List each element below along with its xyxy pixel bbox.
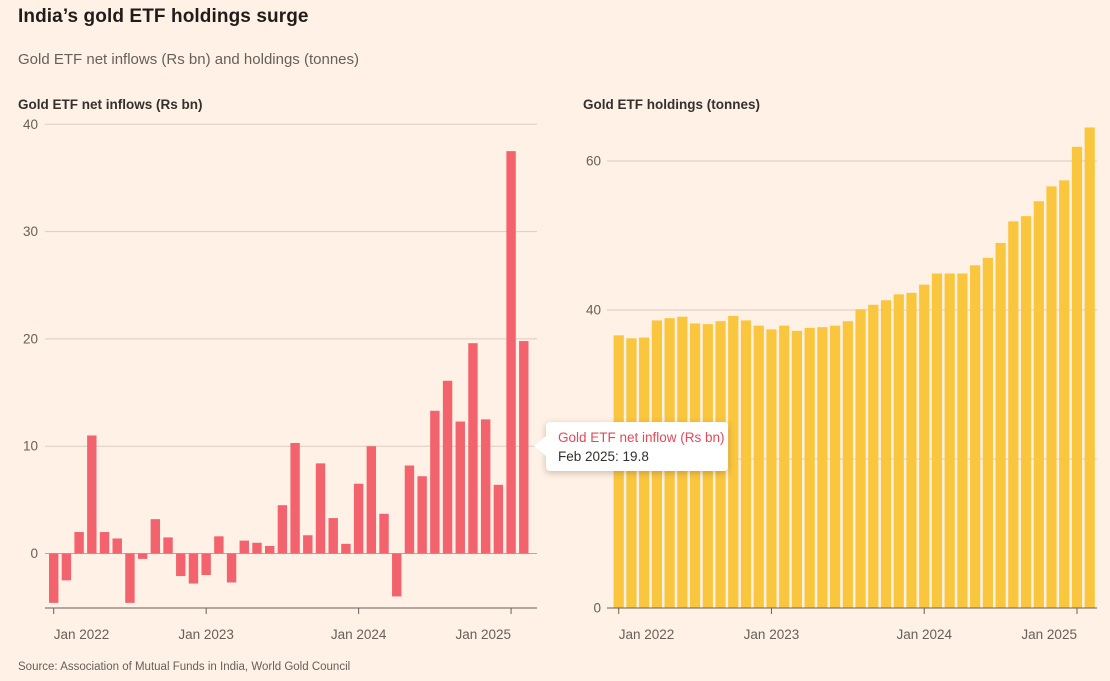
bar-aug-2024[interactable] [442, 380, 453, 554]
bar-sep-2024[interactable] [455, 421, 465, 554]
bar-may-2022[interactable] [99, 532, 110, 554]
bar-dec-2023[interactable] [906, 292, 917, 608]
bar-oct-2022[interactable] [728, 315, 739, 608]
bar-dec-2022[interactable] [753, 325, 764, 608]
bar-may-2023[interactable] [817, 327, 828, 608]
tooltip-value: Feb 2025: 19.8 [558, 449, 649, 464]
y-tick-label: 60 [586, 154, 601, 169]
x-tick-label: Jan 2024 [896, 627, 952, 642]
bar-oct-2024[interactable] [468, 343, 478, 554]
bar-nov-2023[interactable] [328, 518, 338, 554]
bar-mar-2023[interactable] [226, 553, 237, 583]
y-tick-label: 0 [30, 546, 38, 561]
bar-jun-2022[interactable] [112, 538, 122, 554]
bar-may-2023[interactable] [252, 542, 262, 554]
bar-jan-2023[interactable] [766, 329, 777, 608]
bar-apr-2023[interactable] [804, 327, 815, 608]
bar-jul-2024[interactable] [430, 410, 440, 554]
hover-tooltip: Gold ETF net inflow (Rs bn) Feb 2025: 19… [534, 422, 728, 471]
bar-mar-2022[interactable] [74, 532, 84, 554]
bar-jan-2024[interactable] [919, 284, 930, 608]
y-tick-label: 10 [23, 439, 38, 454]
bar-feb-2022[interactable] [626, 338, 637, 608]
y-tick-label: 30 [23, 224, 38, 239]
bar-mar-2022[interactable] [639, 337, 650, 608]
x-tick-label: Jan 2022 [54, 627, 110, 642]
inflows-axis-title: Gold ETF net inflows (Rs bn) [18, 97, 203, 112]
bar-feb-2025[interactable] [519, 341, 529, 554]
bar-oct-2023[interactable] [880, 300, 892, 608]
chart-title: India’s gold ETF holdings surge [18, 6, 309, 27]
bar-jul-2024[interactable] [995, 242, 1006, 608]
bar-feb-2024[interactable] [931, 273, 943, 609]
bar-jul-2023[interactable] [277, 505, 288, 554]
bar-feb-2023[interactable] [779, 325, 790, 608]
bar-aug-2022[interactable] [137, 553, 148, 559]
y-tick-label: 20 [23, 331, 38, 346]
x-tick-label: Jan 2025 [1021, 627, 1077, 642]
bar-feb-2025[interactable] [1084, 127, 1095, 608]
bar-jun-2024[interactable] [417, 476, 427, 554]
x-tick-label: Jan 2022 [619, 627, 675, 642]
bar-oct-2022[interactable] [163, 537, 173, 554]
x-tick-label: Jan 2025 [456, 627, 512, 642]
bar-sep-2023[interactable] [303, 535, 313, 554]
bar-sep-2023[interactable] [868, 304, 879, 608]
bar-aug-2023[interactable] [855, 309, 866, 608]
bar-mar-2024[interactable] [944, 273, 955, 609]
y-tick-label: 0 [593, 601, 601, 616]
bar-feb-2024[interactable] [366, 446, 377, 554]
bar-sep-2022[interactable] [150, 519, 161, 554]
bar-nov-2024[interactable] [1046, 186, 1057, 608]
bar-nov-2024[interactable] [480, 419, 491, 554]
holdings-axis-title: Gold ETF holdings (tonnes) [583, 97, 760, 112]
bar-apr-2022[interactable] [87, 435, 97, 554]
x-tick-label: Jan 2023 [178, 627, 234, 642]
bar-nov-2023[interactable] [893, 294, 904, 608]
bar-may-2024[interactable] [970, 265, 981, 608]
bar-dec-2023[interactable] [341, 543, 351, 554]
bar-oct-2023[interactable] [315, 463, 326, 554]
bar-jun-2023[interactable] [830, 325, 841, 608]
chart-subtitle: Gold ETF net inflows (Rs bn) and holding… [18, 51, 359, 68]
bar-jan-2023[interactable] [201, 553, 211, 575]
bar-jul-2022[interactable] [125, 553, 135, 603]
bar-nov-2022[interactable] [740, 320, 752, 608]
y-tick-label: 40 [586, 303, 601, 318]
bar-dec-2024[interactable] [493, 484, 504, 554]
bar-dec-2022[interactable] [188, 553, 199, 584]
bar-jun-2024[interactable] [982, 257, 993, 608]
bar-apr-2024[interactable] [957, 273, 968, 609]
bar-jul-2023[interactable] [842, 321, 853, 608]
bar-jan-2025[interactable] [506, 151, 516, 554]
bar-jan-2025[interactable] [1071, 146, 1083, 608]
bar-jun-2023[interactable] [264, 545, 275, 554]
bar-feb-2022[interactable] [61, 553, 72, 581]
bar-apr-2023[interactable] [239, 540, 249, 554]
bar-may-2024[interactable] [404, 465, 415, 554]
bar-mar-2023[interactable] [791, 330, 803, 608]
bar-feb-2023[interactable] [214, 536, 224, 554]
bar-jan-2024[interactable] [353, 483, 364, 554]
source-note: Source: Association of Mutual Funds in I… [18, 661, 351, 673]
bar-aug-2024[interactable] [1008, 221, 1019, 608]
bar-oct-2024[interactable] [1033, 201, 1044, 609]
y-tick-label: 40 [23, 117, 38, 132]
bar-nov-2022[interactable] [176, 553, 186, 577]
x-tick-label: Jan 2024 [331, 627, 387, 642]
tooltip-series-label: Gold ETF net inflow (Rs bn) [558, 430, 725, 445]
bar-aug-2023[interactable] [290, 442, 300, 554]
bar-mar-2024[interactable] [379, 513, 389, 554]
bar-dec-2024[interactable] [1059, 180, 1070, 608]
bar-sep-2024[interactable] [1020, 216, 1032, 608]
x-tick-label: Jan 2023 [744, 627, 800, 642]
bar-apr-2024[interactable] [392, 553, 402, 597]
bar-jan-2022[interactable] [49, 553, 59, 603]
bar-jan-2022[interactable] [613, 335, 624, 608]
